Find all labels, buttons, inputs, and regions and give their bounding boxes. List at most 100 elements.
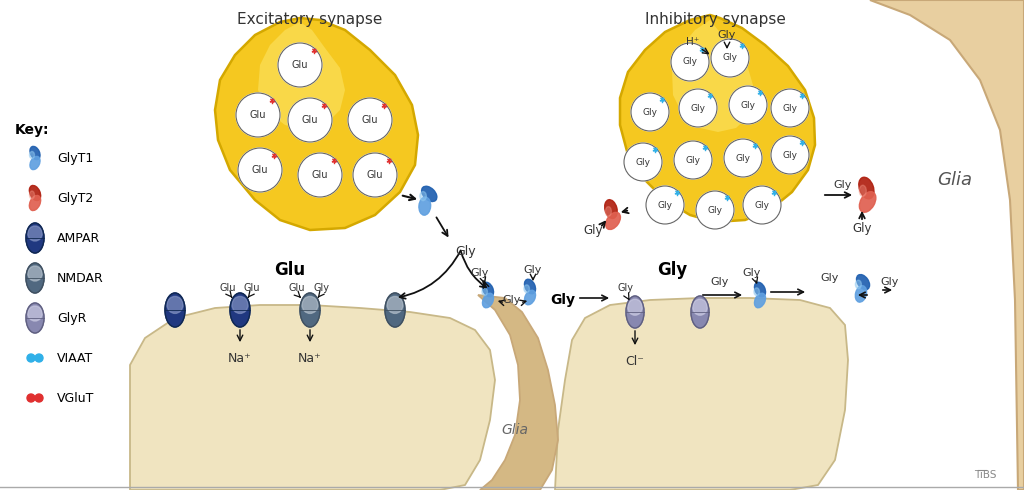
Ellipse shape <box>855 280 861 289</box>
Text: Gly: Gly <box>735 153 751 163</box>
Circle shape <box>646 186 684 224</box>
Circle shape <box>27 394 35 402</box>
Text: Key:: Key: <box>15 123 49 137</box>
Text: Gly: Gly <box>690 103 706 113</box>
Text: Gly: Gly <box>656 261 687 279</box>
Ellipse shape <box>626 296 644 328</box>
Circle shape <box>729 86 767 124</box>
Circle shape <box>236 93 280 137</box>
Ellipse shape <box>302 296 318 314</box>
Ellipse shape <box>755 293 766 308</box>
Ellipse shape <box>26 263 44 293</box>
Text: Gly: Gly <box>821 273 840 283</box>
Polygon shape <box>478 295 558 490</box>
Text: Gly: Gly <box>524 265 542 275</box>
Text: Gly: Gly <box>471 268 489 278</box>
Text: Glia: Glia <box>938 171 973 189</box>
Polygon shape <box>130 305 495 490</box>
Circle shape <box>27 354 35 362</box>
Circle shape <box>771 89 809 127</box>
Text: Gly: Gly <box>642 107 657 117</box>
Text: Gly: Gly <box>723 53 737 63</box>
Text: NMDAR: NMDAR <box>57 271 103 285</box>
Ellipse shape <box>385 293 406 327</box>
Ellipse shape <box>165 293 185 327</box>
Ellipse shape <box>387 296 403 314</box>
Polygon shape <box>258 22 345 130</box>
Text: Na⁺: Na⁺ <box>298 352 322 365</box>
Circle shape <box>353 153 397 197</box>
Ellipse shape <box>482 288 487 295</box>
Circle shape <box>348 98 392 142</box>
Text: Gly: Gly <box>782 103 798 113</box>
Text: VIAAT: VIAAT <box>57 351 93 365</box>
Text: Gly: Gly <box>685 155 700 165</box>
Text: H⁺: H⁺ <box>686 37 699 47</box>
Ellipse shape <box>859 192 876 212</box>
Ellipse shape <box>30 147 40 160</box>
Text: GlyT1: GlyT1 <box>57 151 93 165</box>
Circle shape <box>771 136 809 174</box>
Text: Glu: Glu <box>250 110 266 120</box>
Text: GlyT2: GlyT2 <box>57 192 93 204</box>
Ellipse shape <box>691 296 709 328</box>
Text: Gly: Gly <box>455 245 475 258</box>
Circle shape <box>711 39 749 77</box>
Text: Glu: Glu <box>311 170 329 180</box>
Text: Gly: Gly <box>740 100 756 109</box>
Text: Gly: Gly <box>657 200 673 210</box>
Ellipse shape <box>524 290 536 305</box>
Ellipse shape <box>524 279 536 294</box>
Polygon shape <box>215 18 418 230</box>
Circle shape <box>288 98 332 142</box>
Ellipse shape <box>230 293 250 327</box>
Circle shape <box>298 153 342 197</box>
Polygon shape <box>555 298 848 490</box>
Text: Glu: Glu <box>367 170 383 180</box>
Text: Gly: Gly <box>617 283 633 293</box>
Ellipse shape <box>30 185 41 200</box>
Polygon shape <box>870 0 1024 490</box>
Circle shape <box>35 394 43 402</box>
Ellipse shape <box>604 200 617 219</box>
Polygon shape <box>620 15 815 222</box>
Ellipse shape <box>859 185 866 196</box>
Text: Excitatory synapse: Excitatory synapse <box>238 12 383 27</box>
Circle shape <box>743 186 781 224</box>
Text: Gly: Gly <box>708 205 723 215</box>
Ellipse shape <box>855 286 866 302</box>
Circle shape <box>35 354 43 362</box>
Text: Glu: Glu <box>292 60 308 70</box>
Text: Gly: Gly <box>503 295 521 305</box>
Text: Glu: Glu <box>302 115 318 125</box>
Text: Gly: Gly <box>742 268 761 278</box>
Text: Gly: Gly <box>718 30 736 40</box>
Text: Gly: Gly <box>782 150 798 160</box>
Text: Inhibitory synapse: Inhibitory synapse <box>644 12 785 27</box>
Circle shape <box>674 141 712 179</box>
Text: Gly: Gly <box>880 277 898 287</box>
Text: Gly: Gly <box>852 221 871 235</box>
Ellipse shape <box>605 212 621 229</box>
Circle shape <box>238 148 282 192</box>
Text: TiBS: TiBS <box>974 470 996 480</box>
Text: Gly: Gly <box>584 223 603 237</box>
Text: Gly: Gly <box>755 200 769 210</box>
Ellipse shape <box>755 282 766 297</box>
Text: Glu: Glu <box>361 115 378 125</box>
Ellipse shape <box>422 186 437 201</box>
Ellipse shape <box>693 299 708 315</box>
Text: Glu: Glu <box>274 261 305 279</box>
Text: Gly: Gly <box>314 283 330 293</box>
Ellipse shape <box>605 207 611 216</box>
Ellipse shape <box>482 282 494 297</box>
Ellipse shape <box>856 274 869 290</box>
Ellipse shape <box>524 285 529 293</box>
Polygon shape <box>672 20 755 132</box>
Ellipse shape <box>754 288 760 295</box>
Ellipse shape <box>420 192 426 200</box>
Ellipse shape <box>28 226 42 241</box>
Text: Glu: Glu <box>289 283 305 293</box>
Text: Gly: Gly <box>636 157 650 167</box>
Text: Gly: Gly <box>711 277 729 287</box>
